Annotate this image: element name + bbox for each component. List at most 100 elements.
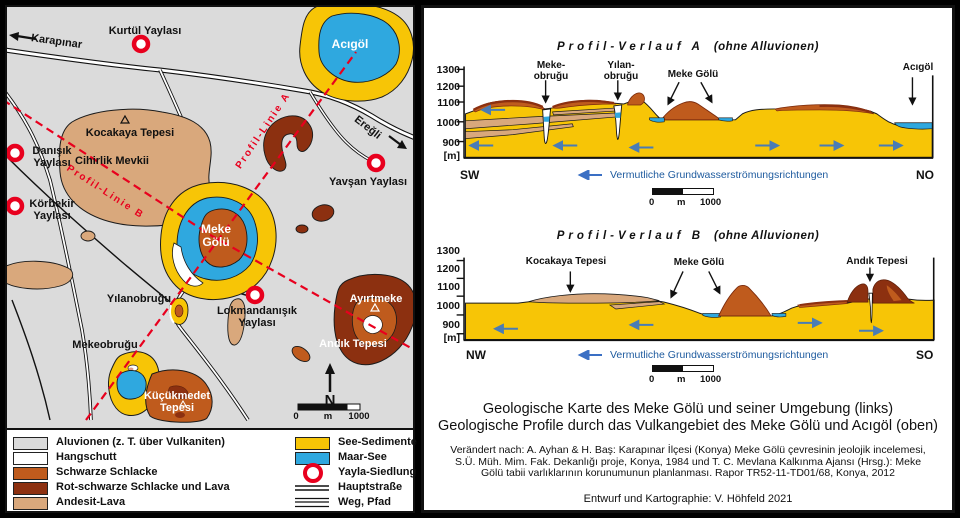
profile-b-meke-cone — [717, 285, 772, 317]
andesit-swatch — [13, 497, 48, 510]
label-andik: Andık Tepesi — [319, 338, 387, 350]
profile-b-tick-900: 900 — [442, 319, 460, 331]
profile-b-scale-unit: m — [677, 374, 686, 385]
kucukmedet-peak-icon — [179, 400, 187, 407]
map-legend: Aluvionen (z. T. über Vulkaniten) Hangsc… — [7, 428, 417, 511]
profile-b-pointer-arrows — [566, 267, 875, 299]
profile-a-funnel-meke-water — [543, 116, 550, 122]
profile-a-title-text: Profil-Verlauf A — [556, 41, 704, 53]
profile-b-tick-1000: 1000 — [436, 300, 460, 312]
andesit-blob-small — [80, 230, 96, 242]
profile-a-pointer-arrows — [541, 77, 917, 106]
meke-hangschutt — [172, 242, 204, 287]
korbekir-circle — [7, 196, 25, 216]
profile-a-scalebar-white — [682, 188, 714, 195]
map-scalebar-white — [346, 403, 361, 411]
maar-see-label: Maar-See — [338, 451, 387, 463]
kucukmedet-dark-dot — [175, 412, 185, 418]
label-yavsan: Yavşan Yaylası — [328, 176, 408, 188]
profiles-panel: Profil-Verlauf A (ohne Alluvionen) Meke- … — [421, 5, 955, 513]
profile-b-chart — [456, 257, 935, 342]
profile-a-label-yilan-obrugu: Yılan- obruğu — [603, 60, 639, 82]
label-yilanobrugu: Yılanobruğu — [106, 293, 172, 305]
profile-a-right-end: NO — [916, 168, 934, 182]
rot-schwarze-label: Rot-schwarze Schlacke und Lava — [56, 481, 230, 493]
profile-a-scale-zero: 0 — [649, 197, 655, 208]
label-mekeobrugu: Mekeobruğu — [72, 339, 138, 351]
rot-schwarze-swatch — [13, 482, 48, 495]
profile-b-title: Profil-Verlauf B (ohne Alluvionen) — [424, 230, 952, 242]
map-area: Karapınar Kurtül Yaylası Acıgöl Ereğli K… — [7, 7, 413, 426]
profile-b-right-end: SO — [916, 348, 934, 362]
dark-schlacke-horseshoe — [263, 115, 314, 172]
profile-a-tick-1200: 1200 — [436, 81, 460, 93]
profile-b-tick-1300: 1300 — [436, 245, 460, 257]
see-sedimente-label: See-Sedimente — [338, 436, 417, 448]
main-road — [7, 47, 413, 140]
profil-linie-a-line — [85, 51, 357, 421]
profile-a-cap-2-dark — [552, 99, 615, 108]
profile-b-kocakaya-andesit — [528, 293, 660, 304]
ayirtmeke-peak-icon — [369, 302, 381, 312]
profile-a-cap-3-dark — [819, 104, 872, 113]
label-cihirlik: Cihirlik Mevkii — [75, 155, 149, 167]
andik-hangschutt — [362, 315, 383, 334]
profil-linie-b-line — [7, 101, 413, 351]
label-lokmandanisik: Lokmandanışık Yaylası — [216, 305, 298, 329]
hangschutt-label: Hangschutt — [56, 451, 117, 463]
profile-b-label-andik: Andık Tepesi — [846, 256, 908, 267]
schwarze-schlacke-label: Schwarze Schlacke — [56, 466, 158, 478]
label-kurtul: Kurtül Yaylası — [108, 25, 182, 37]
profile-b-scalebar-white — [682, 365, 714, 372]
see-sedimente-swatch — [295, 437, 330, 450]
map-scale-unit: m — [323, 411, 333, 422]
dark-blob-2 — [295, 224, 309, 234]
label-korbekir: Körbekir Yaylası — [29, 198, 75, 222]
profile-a-knob — [627, 92, 645, 106]
profile-b-subtitle: (ohne Alluvionen) — [714, 230, 820, 242]
profile-a-meke-lake-left — [649, 117, 665, 123]
profile-a-left-end: SW — [460, 168, 480, 182]
profile-a-label-acigol: Acıgöl — [902, 62, 934, 73]
profile-a-unit: [m] — [443, 150, 460, 162]
kucukmedet-dark-streak — [168, 385, 189, 400]
label-meke-golu: Meke Gölü — [200, 222, 232, 249]
road-branch-yavsan — [308, 91, 373, 163]
profile-b-left-end: NW — [466, 348, 486, 362]
map-scale-max: 1000 — [348, 411, 370, 422]
acigol-lake — [318, 12, 400, 83]
hangschutt-swatch — [13, 452, 48, 465]
eregli-arrow-icon — [388, 135, 407, 149]
profile-b-axis-ticks — [456, 259, 464, 335]
yavsan-circle — [366, 153, 386, 173]
profile-b-unit: [m] — [443, 332, 460, 344]
profile-b-flow-arrows — [493, 317, 884, 337]
meke-schlacke-island — [198, 208, 248, 268]
profile-b-meke-lake-right — [771, 313, 787, 318]
profile-b-andesit-streak — [608, 301, 666, 310]
profile-b-scale-zero: 0 — [649, 374, 655, 385]
lokman-circle — [245, 285, 265, 305]
profile-a-label-meke-golu: Meke Gölü — [667, 69, 719, 80]
label-north: N — [324, 392, 336, 409]
profile-b-tick-1200: 1200 — [436, 263, 460, 275]
profile-b-label-kocakaya: Kocakaya Tepesi — [525, 256, 607, 267]
weg-pfad-icon — [295, 497, 329, 508]
profile-b-sediment-body — [465, 296, 935, 341]
weg-pfad-label: Weg, Pfad — [338, 496, 391, 508]
profile-b-cap-right-dark — [799, 300, 848, 307]
profile-a-title: Profil-Verlauf A (ohne Alluvionen) — [424, 41, 952, 53]
profile-b-tick-1100: 1100 — [437, 281, 460, 293]
yayla-siedlung-icon — [303, 463, 323, 483]
profile-b-scale-max: 1000 — [700, 374, 722, 385]
label-ayirtmeke: Ayırtmeke — [349, 293, 403, 305]
profile-a-label-meke-obrugu: Meke- obruğu — [533, 60, 569, 82]
yayla-circles — [7, 34, 386, 305]
north-arrow-icon — [325, 363, 335, 392]
hauptstrasse-icon — [295, 485, 329, 491]
karapinar-arrow-icon — [9, 32, 37, 41]
profile-a-tick-1100: 1100 — [437, 97, 460, 109]
andesit-label: Andesit-Lava — [56, 496, 126, 508]
map-drawing — [7, 7, 413, 423]
